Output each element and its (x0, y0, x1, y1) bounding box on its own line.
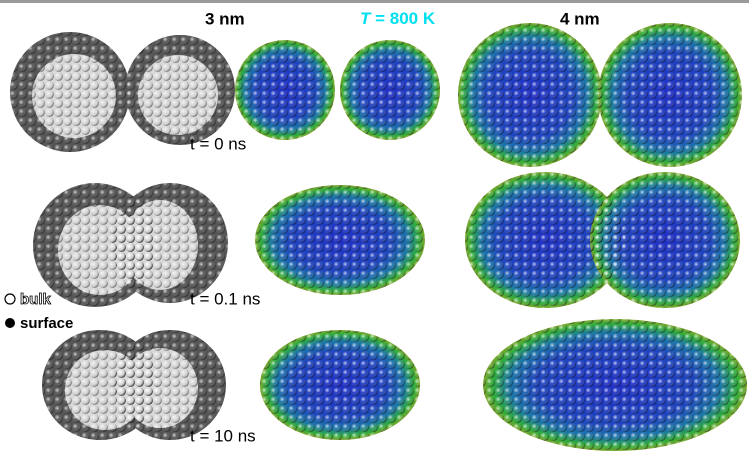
legend-label: bulk (20, 291, 51, 308)
top-rule (0, 0, 749, 3)
temperature-value: = 800 K (375, 9, 436, 28)
size-label: 3 nm (205, 9, 245, 28)
particle-colored (235, 23, 742, 167)
legend-marker (5, 294, 15, 304)
size-label: 4 nm (560, 9, 600, 28)
particle-colored (260, 319, 747, 451)
time-label: t = 0.1 ns (190, 289, 260, 308)
legend-label: surface (20, 315, 73, 332)
temperature-symbol: T (360, 9, 372, 28)
temperature-label: T = 800 K (360, 9, 436, 28)
time-label: t = 10 ns (190, 426, 256, 445)
legend-marker (5, 318, 15, 328)
particle-bulk-surface (42, 330, 226, 440)
figure: 3 nm T = 800 K 4 nm t = 0 ns t = 0.1 ns … (0, 0, 749, 451)
time-label: t = 0 ns (190, 134, 246, 153)
particle-bulk-surface (33, 183, 228, 307)
particle-colored (255, 172, 740, 308)
